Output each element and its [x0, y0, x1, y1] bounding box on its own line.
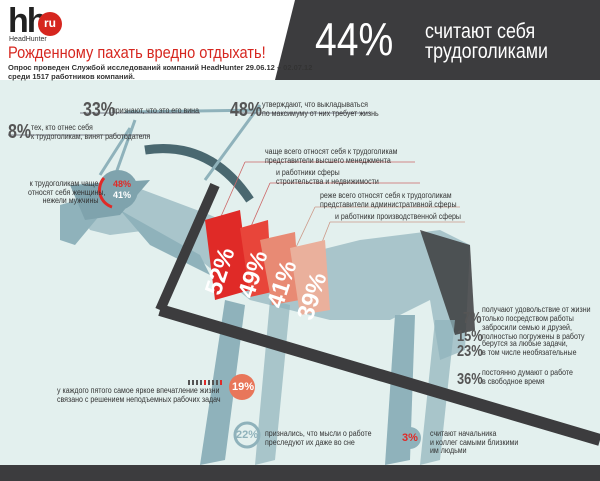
colleagues-text: считают начальника и коллег самыми близки… — [430, 429, 519, 456]
plow-beam — [155, 182, 600, 446]
people-icons — [188, 380, 222, 385]
text-line: и работники сферы — [276, 168, 340, 177]
banner-background — [275, 0, 600, 80]
stat-employer-value: 8% — [8, 121, 32, 143]
gender-circle — [98, 170, 138, 210]
right-3-value: 23% — [457, 343, 483, 360]
stat-employer-text: тех, кто отнес себя к трудоголикам, винят… — [31, 123, 151, 141]
text-line: забросили семью и друзей, — [482, 323, 572, 332]
fifth-text: у каждого пятого самое яркое впечатление… — [57, 386, 221, 404]
horse-mane — [144, 144, 254, 203]
text-line: получают удовольствие от жизни — [482, 305, 591, 314]
right-4-value: 36% — [457, 371, 483, 388]
right-3-text: берутся за любые задачи, в том числе необ… — [482, 339, 577, 357]
sector-1-text: чаще всего относят себя к трудоголикам пр… — [265, 147, 397, 165]
right-2-text: забросили семью и друзей, полностью погру… — [482, 323, 585, 341]
right-1-text: получают удовольствие от жизни только пос… — [482, 305, 591, 323]
stat-max-value: 48% — [230, 99, 263, 121]
survey-line-1: Опрос проведен Службой исследований комп… — [8, 63, 313, 72]
bar-41 — [260, 232, 300, 305]
sector-3-text: реже всего относят себя к трудоголикам пр… — [320, 191, 457, 209]
text-line: к трудоголикам чаще — [29, 179, 99, 188]
colleagues-value: 3% — [402, 432, 418, 444]
text-line: только посредством работы — [482, 313, 574, 323]
text-line: и коллег самыми близкими — [430, 437, 519, 447]
banner-line-2: трудоголиками — [425, 40, 548, 63]
circle-19 — [229, 374, 255, 400]
survey-line-2: среди 1517 работников компаний. — [8, 72, 135, 81]
circle-22 — [233, 421, 261, 449]
banner-text: считают себя трудоголиками — [425, 20, 548, 63]
stat-women-value: 48% — [113, 179, 132, 189]
logo-ru-badge: ru — [38, 12, 62, 36]
stat-men-value: 41% — [113, 190, 132, 200]
text-line: у каждого пятого самое яркое впечатление… — [57, 386, 220, 395]
text-line: тех, кто отнес себя — [31, 123, 93, 132]
right-1-value: 7% — [463, 310, 482, 327]
right-2-value: 15% — [457, 328, 483, 345]
right-4-text: постоянно думают о работе в свободное вре… — [482, 368, 573, 386]
text-line: связано с решением неподъемных рабочих з… — [57, 394, 221, 404]
text-line: по максимуму от них требует жизнь — [262, 108, 379, 118]
footer-bar — [0, 465, 600, 481]
text-line: реже всего относят себя к трудоголикам — [320, 191, 452, 200]
text-line: в свободное время — [482, 376, 545, 386]
text-line: утверждают, что выкладываться — [262, 100, 368, 109]
text-line: представители административной сферы — [320, 200, 457, 209]
text-line: к трудоголикам, винят работодателя — [31, 131, 151, 141]
text-line: строительства и недвижимости — [276, 177, 379, 186]
text-line: представители высшего менеджмента — [265, 156, 391, 165]
circle-3 — [399, 427, 421, 449]
leader-lines — [8, 112, 465, 261]
text-line: им людьми — [430, 446, 467, 455]
sector-4-text: и работники производственной сферы — [335, 212, 461, 221]
sector-bars — [205, 210, 330, 315]
text-line: берутся за любые задачи, — [482, 339, 568, 348]
survey-description: Опрос проведен Службой исследований комп… — [8, 63, 312, 81]
stat-guilt-text: признают, что это его вина — [112, 106, 199, 115]
bar-39 — [290, 240, 330, 315]
text-line: полностью погружены в работу — [482, 331, 585, 341]
bar-52 — [205, 210, 250, 300]
dreams-text: признались, что мысли о работе преследуют… — [265, 429, 372, 447]
text-line: нежели мужчины — [42, 196, 99, 205]
stat-guilt-value: 33% — [83, 99, 116, 121]
dreams-value: 22% — [235, 429, 259, 441]
text-line: чаще всего относят себя к трудоголикам — [265, 147, 398, 156]
stat-max-text: утверждают, что выкладываться по максимум… — [262, 100, 379, 118]
text-line: постоянно думают о работе — [482, 368, 573, 377]
text-line: признались, что мысли о работе — [265, 429, 372, 438]
page-title: Рожденному пахать вредно отдыхать! — [8, 43, 266, 62]
text-line: преследуют их даже во сне — [265, 437, 355, 447]
logo-tagline: HeadHunter — [9, 36, 47, 43]
text-line: в том числе необязательные — [482, 347, 577, 357]
sector-2-text: и работники сферы строительства и недвижи… — [276, 168, 379, 186]
text-line: относят себя женщины, — [28, 187, 106, 197]
text-line: считают начальника — [430, 429, 497, 438]
fifth-value: 19% — [231, 381, 255, 393]
banner-line-1: считают себя — [425, 20, 536, 43]
banner-percent: 44% — [315, 13, 394, 65]
stat-gender-text: к трудоголикам чаще относят себя женщины,… — [28, 179, 106, 206]
